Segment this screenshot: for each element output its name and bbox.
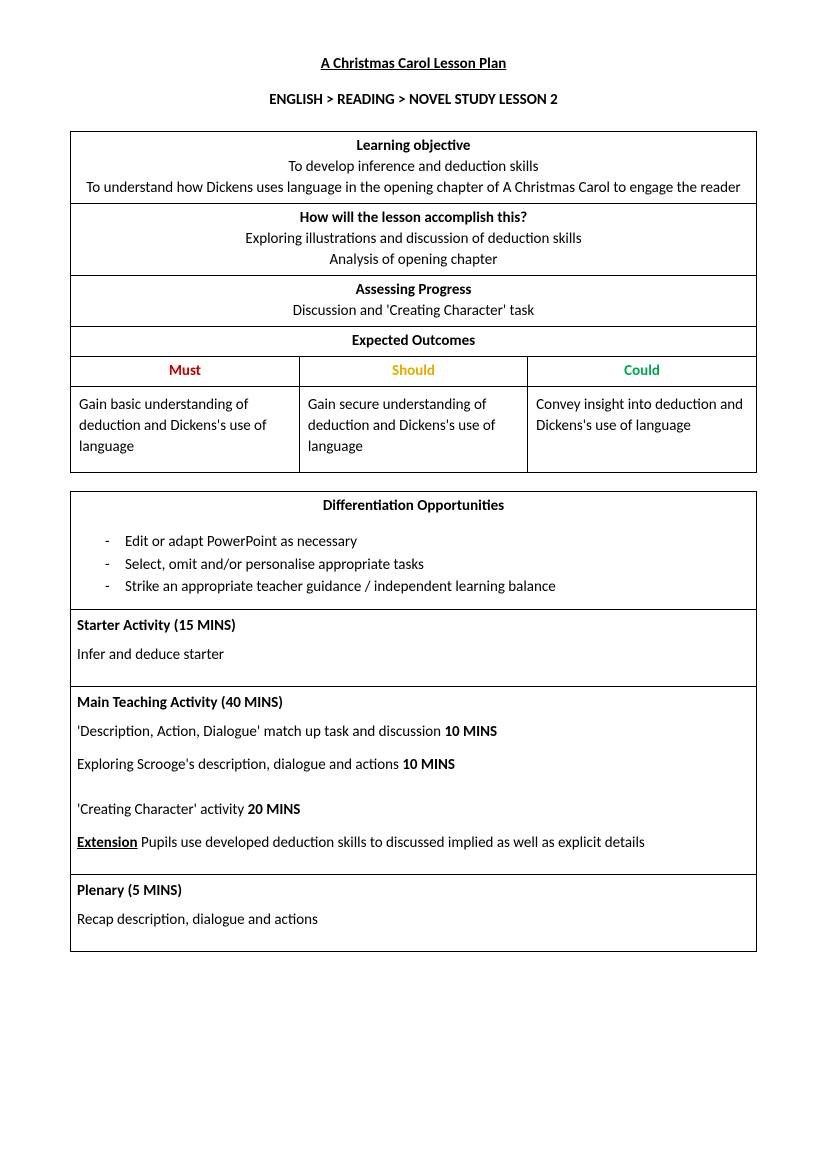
outcomes-heading-cell: Expected Outcomes Must Should Could Gain… — [71, 327, 757, 473]
accomplish-heading: How will the lesson accomplish this? — [77, 208, 750, 229]
outcomes-heading: Expected Outcomes — [71, 327, 756, 357]
starter-heading: Starter Activity (15 MINS) — [77, 616, 750, 645]
main-heading: Main Teaching Activity (40 MINS) — [77, 693, 750, 722]
objectives-table: Learning objective To develop inference … — [70, 131, 757, 473]
accomplish-cell: How will the lesson accomplish this? Exp… — [71, 204, 757, 276]
starter-body: Infer and deduce starter — [77, 645, 750, 666]
differentiation-item: Strike an appropriate teacher guidance /… — [77, 576, 750, 599]
assessing-line-1: Discussion and 'Creating Character' task — [77, 301, 750, 322]
assessing-heading: Assessing Progress — [77, 280, 750, 301]
plenary-body: Recap description, dialogue and actions — [77, 910, 750, 931]
differentiation-heading: Differentiation Opportunities — [77, 496, 750, 527]
should-text: Gain secure understanding of deduction a… — [299, 387, 527, 473]
plenary-cell: Plenary (5 MINS) Recap description, dial… — [71, 874, 757, 951]
must-text: Gain basic understanding of deduction an… — [71, 387, 299, 473]
accomplish-line-2: Analysis of opening chapter — [77, 250, 750, 271]
breadcrumb: ENGLISH > READING > NOVEL STUDY LESSON 2 — [70, 91, 757, 109]
assessing-cell: Assessing Progress Discussion and 'Creat… — [71, 276, 757, 327]
learning-objective-line-1: To develop inference and deduction skill… — [77, 157, 750, 178]
plenary-heading: Plenary (5 MINS) — [77, 881, 750, 910]
should-label: Should — [299, 357, 527, 387]
differentiation-cell: Differentiation Opportunities Edit or ad… — [71, 492, 757, 610]
activities-table: Differentiation Opportunities Edit or ad… — [70, 491, 757, 952]
learning-objective-line-2: To understand how Dickens uses language … — [77, 178, 750, 199]
learning-objective-cell: Learning objective To develop inference … — [71, 132, 757, 204]
differentiation-list: Edit or adapt PowerPoint as necessary Se… — [77, 527, 750, 605]
must-label: Must — [71, 357, 299, 387]
could-label: Could — [528, 357, 756, 387]
could-text: Convey insight into deduction and Dicken… — [528, 387, 756, 473]
main-extension: Extension Pupils use developed deduction… — [77, 833, 750, 854]
main-line-1: 'Description, Action, Dialogue' match up… — [77, 722, 750, 743]
main-line-3: 'Creating Character' activity 20 MINS — [77, 800, 750, 821]
starter-cell: Starter Activity (15 MINS) Infer and ded… — [71, 609, 757, 686]
page-title: A Christmas Carol Lesson Plan — [70, 55, 757, 73]
differentiation-item: Select, omit and/or personalise appropri… — [77, 554, 750, 577]
accomplish-line-1: Exploring illustrations and discussion o… — [77, 229, 750, 250]
main-line-2: Exploring Scrooge's description, dialogu… — [77, 755, 750, 776]
main-cell: Main Teaching Activity (40 MINS) 'Descri… — [71, 686, 757, 874]
learning-objective-heading: Learning objective — [77, 136, 750, 157]
differentiation-item: Edit or adapt PowerPoint as necessary — [77, 531, 750, 554]
